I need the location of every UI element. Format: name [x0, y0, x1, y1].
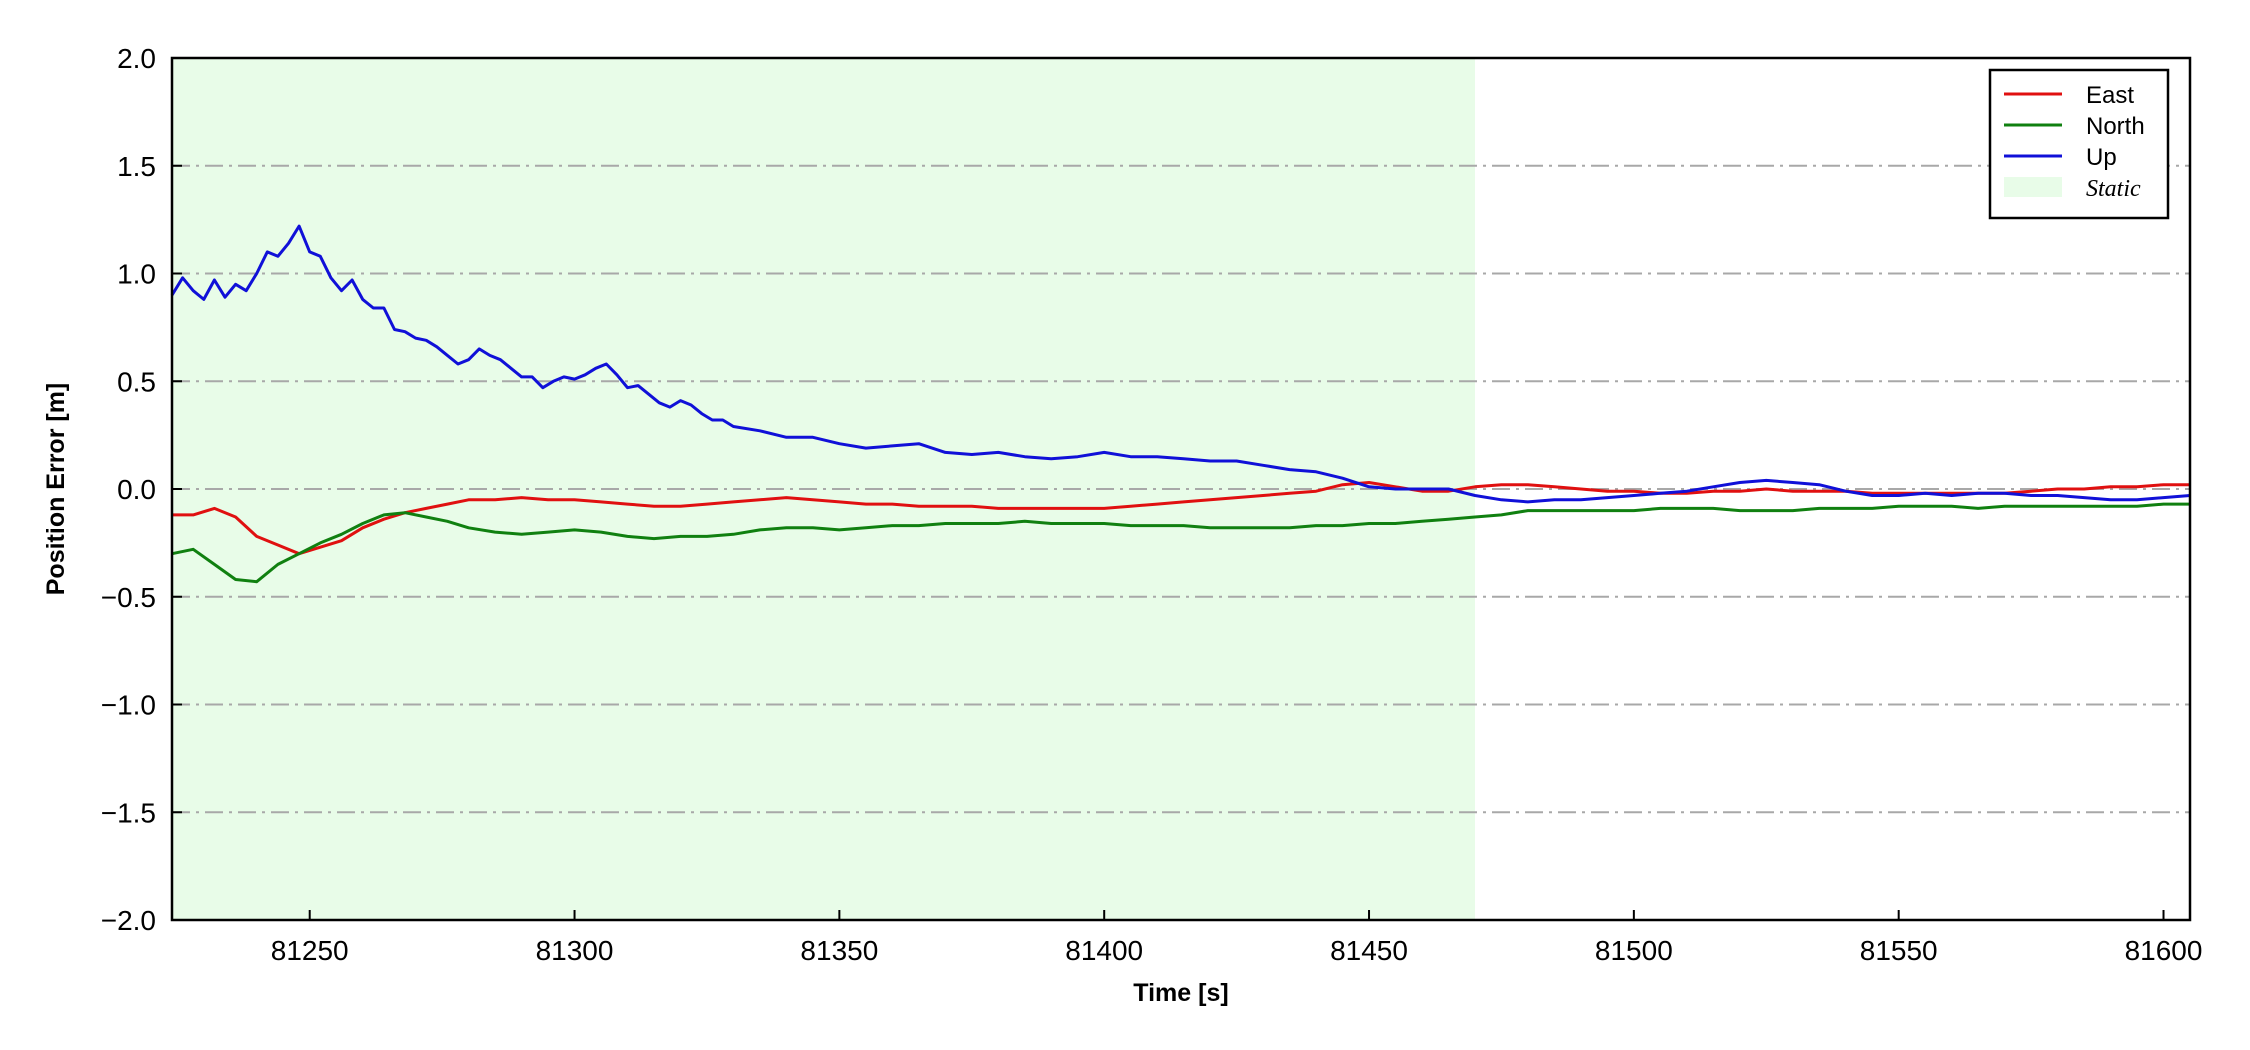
legend: East North Up Static	[1988, 68, 2170, 220]
series-line-up	[170, 224, 2191, 504]
y-tick-label: 0.0	[117, 474, 156, 505]
legend-label-static: Static	[2086, 176, 2141, 202]
legend-label-east: East	[2086, 82, 2134, 109]
legend-swatch-static	[2004, 177, 2062, 197]
x-tick-label: 81450	[1330, 935, 1408, 966]
y-tick-label: −2.0	[101, 905, 156, 936]
x-tick-label: 81500	[1595, 935, 1673, 966]
legend-label-north: North	[2086, 113, 2145, 140]
x-tick-label: 81300	[536, 935, 614, 966]
y-tick-label: −1.0	[101, 690, 156, 721]
y-tick-label: 1.5	[117, 151, 156, 182]
x-tick-label: 81250	[271, 935, 349, 966]
tick-labels: 81250 81300 81350 81400 81450 81500 81550 81600…	[101, 43, 2203, 966]
x-tick-label: 81400	[1065, 935, 1143, 966]
y-tick-label: 1.0	[117, 259, 156, 290]
x-tick-label: 81550	[1860, 935, 1938, 966]
series-line-north	[171, 502, 2190, 584]
legend-label-up: Up	[2086, 144, 2117, 171]
grid-lines	[172, 164, 2190, 814]
tick-marks	[172, 57, 2165, 921]
series-layer	[170, 224, 2191, 584]
x-tick-label: 81350	[800, 935, 878, 966]
y-axis-title: Position Error [m]	[42, 383, 70, 596]
x-tick-label: 81600	[2125, 935, 2203, 966]
y-tick-label: 0.5	[117, 366, 156, 397]
x-axis-title: Time [s]	[1133, 979, 1228, 1007]
y-tick-label: −0.5	[101, 582, 156, 613]
y-tick-label: −1.5	[101, 797, 156, 828]
y-tick-label: 2.0	[117, 43, 156, 74]
